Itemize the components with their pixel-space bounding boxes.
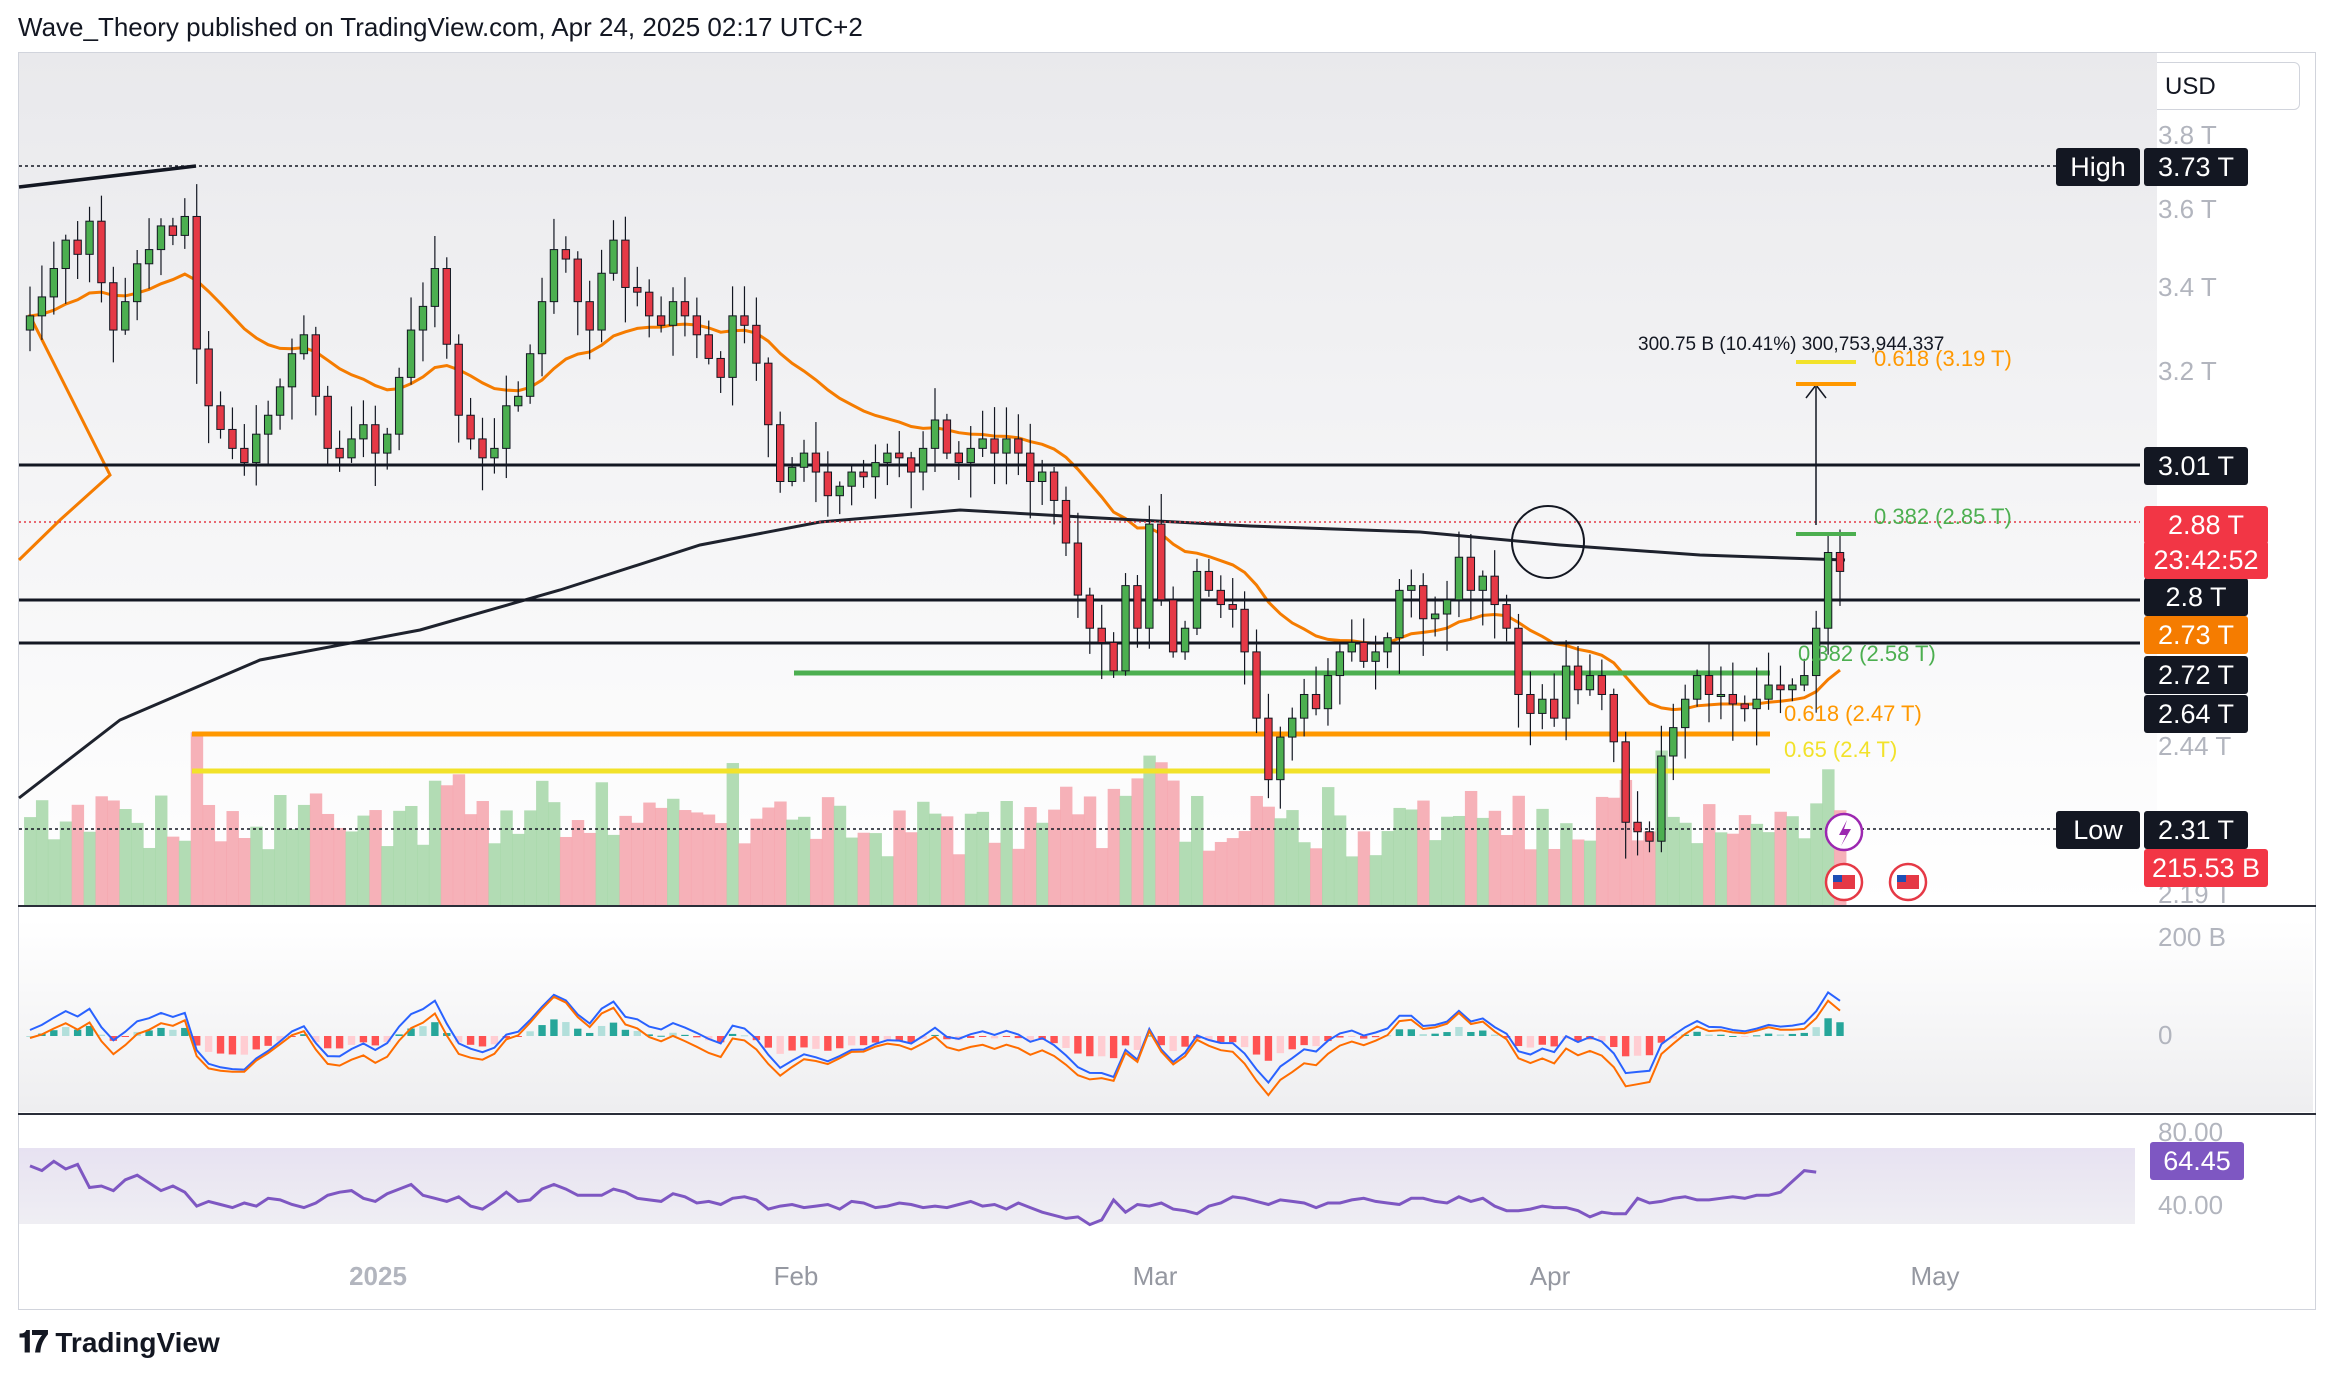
- price-macd-separator[interactable]: [18, 905, 2316, 907]
- high-label: H: [667, 70, 685, 97]
- chart-frame: [18, 52, 2316, 1310]
- tradingview-logo-icon: 𝟏𝟕: [18, 1326, 48, 1359]
- close-value: 2.88 T: [890, 70, 959, 97]
- macd-rsi-separator[interactable]: [18, 1113, 2316, 1115]
- brand-name: TradingView: [55, 1327, 220, 1358]
- high-value: 2.89 T: [684, 70, 753, 97]
- symbol-legend: Crypto Total Market Cap, $ · 1D · CRYPTO…: [34, 70, 1166, 98]
- tradingview-logo[interactable]: 𝟏𝟕 TradingView: [18, 1326, 220, 1360]
- symbol-name[interactable]: Crypto Total Market Cap, $ · 1D · CRYPTO…: [34, 70, 541, 97]
- change-value: −6.58 B (−0.23%): [978, 70, 1167, 97]
- publisher-line: Wave_Theory published on TradingView.com…: [18, 12, 863, 42]
- low-value: 2.88 T: [785, 70, 854, 97]
- currency-button[interactable]: USD: [2144, 62, 2300, 110]
- low-label: L: [772, 70, 786, 97]
- open-label: O: [560, 70, 580, 97]
- open-value: 2.89 T: [579, 70, 648, 97]
- close-label: C: [873, 70, 891, 97]
